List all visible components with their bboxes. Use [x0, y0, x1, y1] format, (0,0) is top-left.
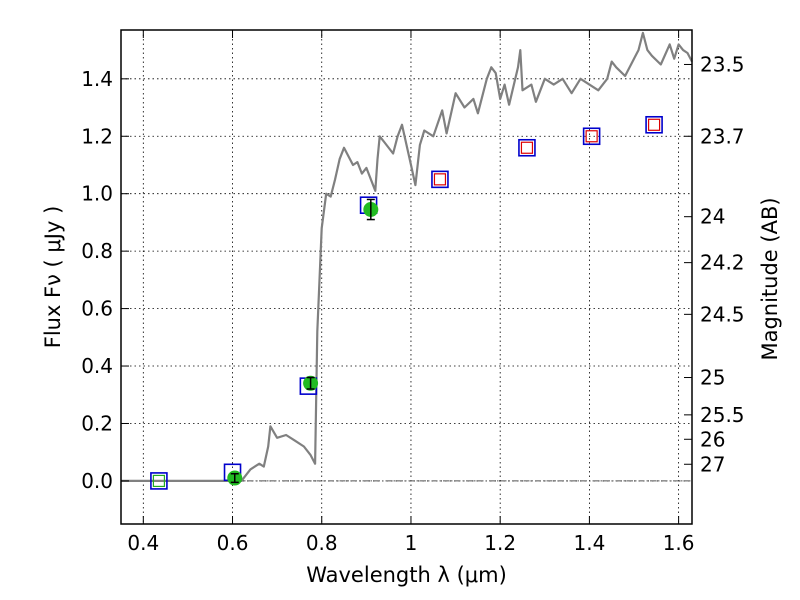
series-2-marker-1: [520, 141, 534, 154]
x-tick-label-1: 0.6: [217, 531, 249, 555]
y-tick-label-2: 0.4: [81, 354, 113, 378]
mag-tick-label-4: 24.5: [700, 302, 745, 326]
tick-layer: 0.4 0.6 0.8 1 1.2 1.4 1.6 0.0 0.2 0.4 0.6 0.8 1.0 1.2…: [81, 30, 745, 555]
series-4-marker-0: [152, 474, 166, 488]
y-tick-label-0: 0.0: [81, 469, 113, 493]
x-tick-label-6: 1.6: [663, 531, 695, 555]
x-tick-label-4: 1.2: [484, 531, 516, 555]
x-tick-label-2: 0.8: [306, 531, 338, 555]
mag-tick-label-5: 25: [700, 366, 725, 390]
series-1-marker-6: [582, 127, 601, 146]
series-2-marker-3: [647, 118, 661, 131]
series-2-marker-0: [433, 173, 447, 186]
mag-tick-label-7: 26: [700, 427, 725, 451]
x-axis-label: Wavelength λ (μm): [306, 563, 507, 587]
grid-lines: [121, 30, 692, 524]
series-1-marker-4: [431, 170, 449, 189]
plot-frame: [120, 29, 693, 525]
mag-tick-label-1: 23.7: [700, 124, 745, 148]
series-layer: [121, 31, 693, 490]
x-tick-label-0: 0.4: [127, 531, 159, 555]
y-tick-label-6: 1.2: [81, 124, 113, 148]
spectrum-line: [121, 31, 693, 482]
y-tick-label-4: 0.8: [81, 239, 113, 263]
mag-tick-label-0: 23.5: [700, 52, 745, 76]
series-2-marker-2: [585, 130, 598, 143]
y-tick-label-7: 1.4: [81, 67, 113, 91]
series-1-marker-0: [150, 472, 168, 490]
series-1-marker-7: [645, 115, 663, 134]
x-tick-label-3: 1: [405, 531, 418, 555]
y-axis-label: Flux Fν ( μJy ): [41, 206, 65, 349]
y-tick-label-3: 0.6: [81, 297, 113, 321]
y-tick-label-5: 1.0: [81, 182, 113, 206]
mag-tick-label-8: 27: [700, 452, 725, 476]
mag-tick-label-3: 24.2: [700, 251, 745, 275]
x-tick-label-5: 1.4: [573, 531, 605, 555]
y-tick-label-1: 0.2: [81, 411, 113, 435]
y-axis-right-label: Magnitude (AB): [758, 197, 782, 360]
mag-tick-label-2: 24: [700, 205, 725, 229]
series-1-marker-5: [518, 138, 536, 157]
mag-tick-label-6: 25.5: [700, 403, 745, 427]
